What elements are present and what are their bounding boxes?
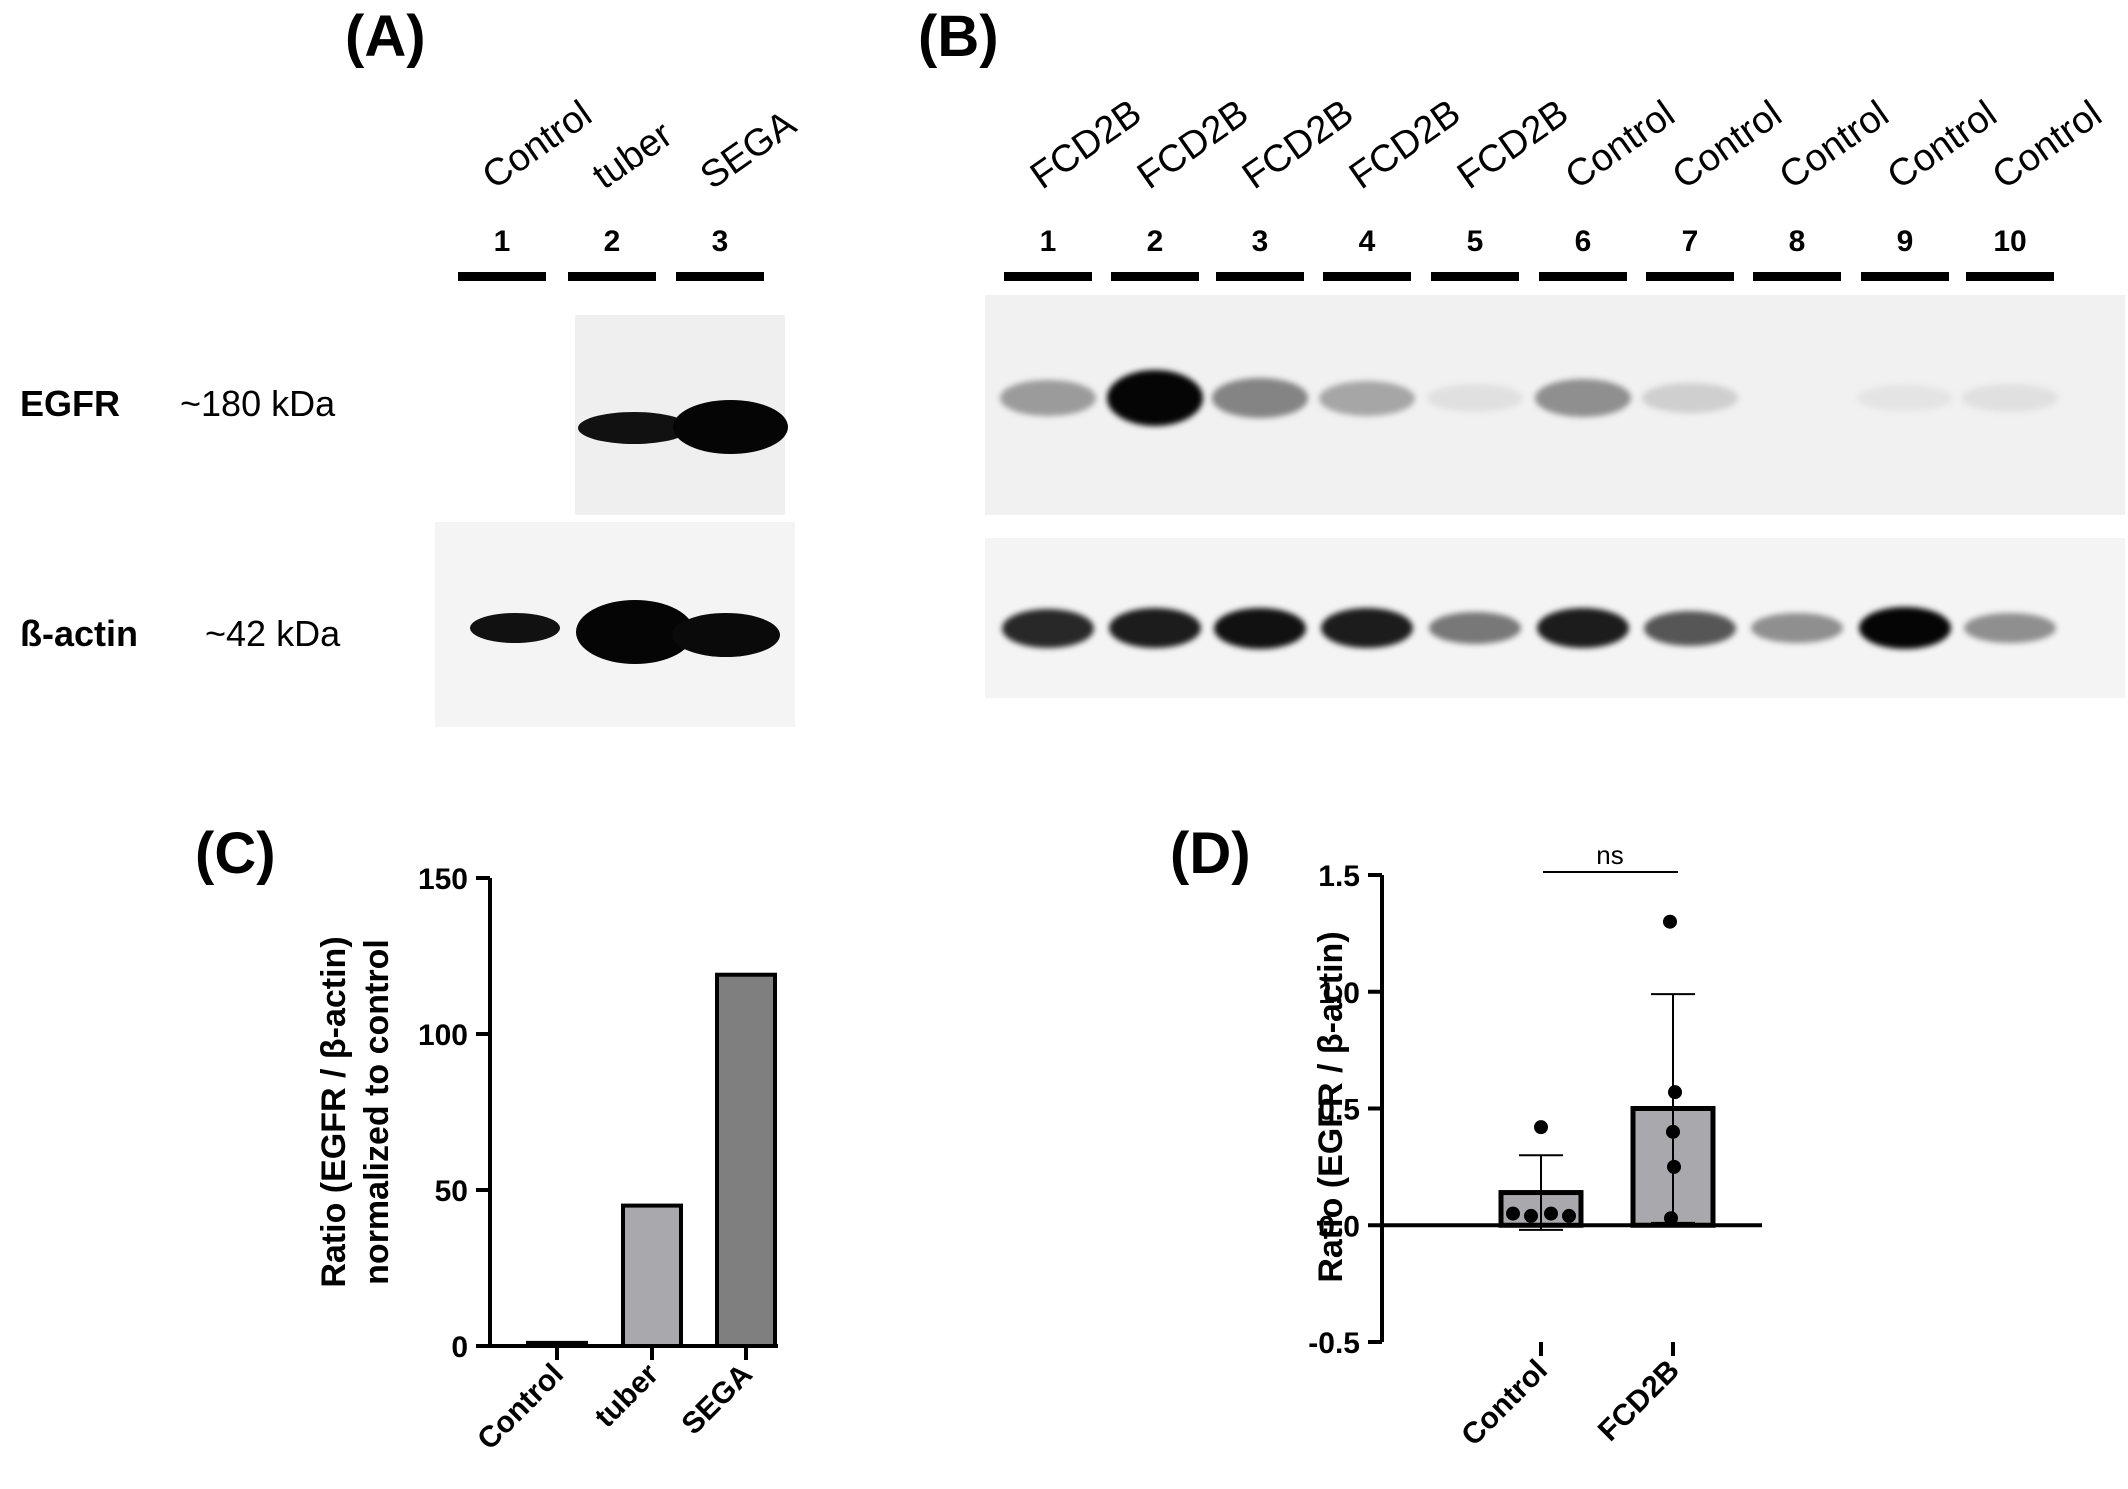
panel-a-actin-mw: ~42 kDa [205,613,341,654]
panel-b-lane-number-7: 7 [1681,225,1699,258]
panel-b-lane-number-3: 3 [1251,225,1269,258]
chart-d-ytick-label-3: 1.0 [1318,977,1360,1010]
chart-c-ytick-label-0: 0 [451,1331,468,1364]
chart-d-point-0-3 [1544,1206,1558,1221]
panel-a-label: (A) [345,4,426,69]
chart-d-significance-label: ns [1596,840,1623,870]
panel-b-lane-number-1: 1 [1039,225,1057,258]
panel-c-label: (C) [195,821,276,886]
chart-c-ytick-label-2: 100 [418,1019,468,1052]
panel-a-egfr-label: EGFR [20,383,121,424]
panel-b-actin-band-4 [1321,608,1413,648]
panel-b-lane-bar-8 [1753,272,1841,281]
panel-a-actin-band-sega [672,613,780,657]
panel-b-lane-bar-9 [1861,272,1949,281]
panel-b-egfr-band-2 [1107,370,1203,426]
panel-b-egfr-band-4 [1319,380,1415,416]
chart-d-point-1-2 [1666,1124,1680,1139]
chart-d-ytick-label-0: -0.5 [1308,1327,1360,1360]
chart-d-ytick-label-2: 0.5 [1318,1094,1360,1127]
panel-b-egfr-band-5 [1427,384,1523,412]
panel-a-lane-bar-2 [568,272,656,281]
chart-c-ylabel-line2: normalized to control [358,939,396,1285]
chart-d-ytick-label-4: 1.5 [1318,860,1360,893]
chart-d-point-1-1 [1668,1085,1682,1100]
panel-a-egfr-band-sega [673,400,788,454]
panel-b-actin-band-10 [1964,613,2056,643]
panel-b-egfr-band-10 [1962,384,2058,412]
chart-d-point-1-4 [1664,1211,1678,1226]
panel-a-lane-number-1: 1 [493,225,511,258]
panel-b-egfr-band-9 [1857,384,1953,412]
chart-d-ylabel: Ratio (EGFR / β-actin) [1312,931,1350,1282]
panel-a-actin-label: ß-actin [20,613,139,654]
chart-d-ytick-label-1: 0.0 [1318,1210,1360,1243]
panel-a-egfr-band-tuber [578,412,690,444]
panel-b-actin-band-6 [1537,608,1629,648]
panel-b-label: (B) [918,4,999,69]
chart-d-point-0-1 [1506,1206,1520,1221]
panel-b-lane-number-2: 2 [1146,225,1164,258]
chart-d-point-0-4 [1562,1208,1576,1223]
panel-b-egfr-band-3 [1212,378,1308,418]
panel-b-lane-bar-4 [1323,272,1411,281]
chart-c-bar-sega [715,972,777,1348]
panel-b-actin-band-5 [1429,612,1521,644]
panel-b-egfr-band-1 [1000,379,1096,417]
panel-a-lane-number-3: 3 [711,225,729,258]
panel-b-lane-bar-7 [1646,272,1734,281]
panel-a-egfr-mw: ~180 kDa [180,383,336,424]
chart-d-point-1-3 [1667,1159,1681,1174]
panel-b-actin-band-1 [1002,608,1094,648]
panel-b-actin-band-8 [1751,613,1843,643]
panel-a-actin-band-control [470,613,560,643]
chart-c-bar-tuber [621,1203,683,1348]
chart-d-xtick-label-1: FCD2B [1592,1354,1686,1448]
panel-d-label: (D) [1170,821,1251,886]
panel-b-lane-bar-1 [1004,272,1092,281]
chart-c-ytick-label-3: 150 [418,863,468,896]
panel-b-actin-band-9 [1859,607,1951,649]
panel-b-lane-bar-6 [1539,272,1627,281]
panel-b-lane-number-8: 8 [1788,225,1806,258]
chart-d-point-1-0 [1663,914,1677,929]
chart-d-point-0-2 [1524,1208,1538,1223]
chart-c-ytick-label-1: 50 [435,1175,468,1208]
panel-b-lane-bar-10 [1966,272,2054,281]
panel-b-lane-number-4: 4 [1358,225,1376,258]
panel-b-egfr-band-7 [1642,383,1738,413]
panel-a-lane-number-2: 2 [603,225,621,258]
panel-a-lane-bar-1 [458,272,546,281]
panel-b-actin-band-2 [1109,608,1201,648]
panel-b-lane-bar-5 [1431,272,1519,281]
panel-a-lane-bar-3 [676,272,764,281]
panel-b-lane-number-5: 5 [1466,225,1484,258]
panel-b-lane-number-9: 9 [1896,225,1914,258]
panel-b-lane-number-6: 6 [1574,225,1592,258]
panel-b-egfr-band-6 [1535,379,1631,417]
chart-d-xtick-label-0: Control [1455,1354,1554,1453]
panel-b-actin-band-7 [1644,610,1736,646]
panel-b-lane-bar-2 [1111,272,1199,281]
panel-b-lane-number-10: 10 [1993,225,2027,258]
panel-b-lane-bar-3 [1216,272,1304,281]
chart-d-point-0-0 [1534,1120,1548,1135]
chart-c-ylabel-line1: Ratio (EGFR / β-actin) [315,936,353,1287]
panel-b-actin-band-3 [1214,607,1306,649]
